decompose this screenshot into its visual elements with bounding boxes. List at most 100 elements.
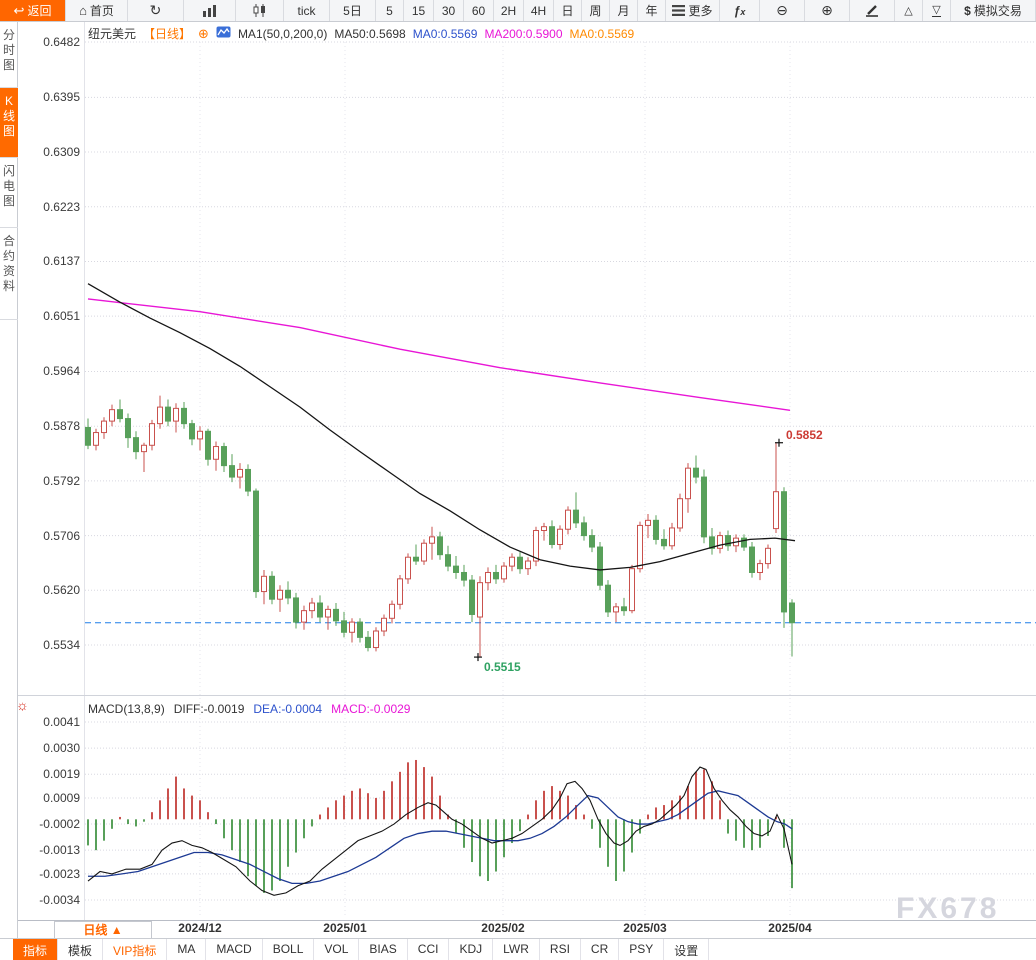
macd-macd-value: MACD:-0.0029 <box>331 702 411 716</box>
axis-separator <box>18 920 1036 921</box>
toolbar-button-label: 模拟交易 <box>973 4 1022 18</box>
chart-mode-sidebar: 分时图 K线图 闪电图 合约资料 <box>0 22 18 950</box>
toolbar-button-label: 更多 <box>688 4 713 18</box>
chart-legend: 纽元美元 【日线】 ⊕ MA1(50,0,200,0) MA50:0.5698 … <box>88 25 634 42</box>
home-icon: ⌂ <box>79 3 87 18</box>
macd-title: MACD(13,8,9) <box>88 702 165 716</box>
macd-axis-label: 0.0009 <box>43 790 80 805</box>
toolbar-button-back[interactable]: ↩ 返回 <box>0 0 66 21</box>
price-axis-label: 0.6309 <box>43 145 80 160</box>
ma50-value: MA50:0.5698 <box>334 26 406 41</box>
price-axis-label: 0.5792 <box>43 473 80 488</box>
price-axis-label: 0.6395 <box>43 90 80 105</box>
macd-axis-label: -0.0034 <box>39 893 80 907</box>
price-axis-label: 0.6051 <box>43 309 80 324</box>
pane-separator <box>18 695 1036 696</box>
toolbar-button-60-min[interactable]: 60 <box>464 0 494 21</box>
toolbar-button-candlestick-type[interactable] <box>236 0 284 21</box>
sidebar-item-time-chart[interactable]: 分时图 <box>0 22 18 88</box>
toolbar-button-30-min[interactable]: 30 <box>434 0 464 21</box>
watermark: FX678 <box>896 892 1000 925</box>
zoom-out-icon: ⊖ <box>776 2 788 18</box>
price-axis-label: 0.5964 <box>43 364 80 379</box>
sidebar-item-lightning-chart[interactable]: 闪电图 <box>0 158 18 228</box>
chart-badge-icon <box>216 26 231 41</box>
toolbar-button-5-day[interactable]: 5日 <box>330 0 376 21</box>
toolbar-button-indicator-fx[interactable]: ƒx <box>720 0 760 21</box>
price-axis-label: 0.6223 <box>43 199 80 214</box>
toolbar-button-label: 月 <box>617 4 630 18</box>
macd-settings-icon[interactable]: ☼ <box>16 697 29 713</box>
toolbar-button-tick[interactable]: tick <box>284 0 330 21</box>
timeframe-label: 【日线】 <box>143 27 192 41</box>
time-axis-label: 2024/12 <box>178 921 222 935</box>
toolbar-button-label: 4H <box>530 3 547 18</box>
toolbar-button-zoom-out[interactable]: ⊖ <box>760 0 805 21</box>
toolbar-button-label: 返回 <box>27 4 52 18</box>
toolbar-button-daily[interactable]: 日 <box>554 0 582 21</box>
toolbar-button-draw[interactable] <box>850 0 895 21</box>
toolbar-button-5-min[interactable]: 5 <box>376 0 404 21</box>
symbol-name: 纽元美元 <box>88 27 137 41</box>
toolbar-button-label: 15 <box>411 3 426 18</box>
triangle-up-icon: △ <box>904 5 913 17</box>
candlestick-icon <box>252 4 267 17</box>
toolbar-button-label: 2H <box>500 3 517 18</box>
toolbar-button-refresh[interactable]: ↻ <box>128 0 184 21</box>
toolbar-button-2-hour[interactable]: 2H <box>494 0 524 21</box>
macd-axis-label: -0.0013 <box>39 843 80 858</box>
time-axis-label: 2025/02 <box>481 921 525 935</box>
macd-axis-label: 0.0019 <box>43 767 80 782</box>
time-axis-label: 2025/03 <box>623 921 667 935</box>
time-axis-label: 2025/04 <box>768 921 812 935</box>
toolbar-button-weekly[interactable]: 周 <box>582 0 610 21</box>
toolbar-button-label: 5 <box>386 3 393 18</box>
back-arrow-icon: ↩ <box>13 2 25 18</box>
price-axis-label: 0.6137 <box>43 254 80 269</box>
toolbar-button-label: tick <box>297 3 316 18</box>
high-price-label: 0.5852 <box>786 428 823 442</box>
ma-settings-label: MA1(50,0,200,0) <box>237 26 328 41</box>
ma0-orange-value: MA0:0.5569 <box>569 26 635 41</box>
toolbar-button-label: 60 <box>471 3 486 18</box>
price-axis-line <box>84 22 85 920</box>
toolbar-button-label: 周 <box>589 4 602 18</box>
refresh-icon: ↻ <box>149 2 162 18</box>
price-axis-label: 0.5620 <box>43 583 80 598</box>
price-axis-label: 0.6482 <box>43 35 80 49</box>
macd-axis-label: -0.0002 <box>39 817 80 832</box>
toolbar-button-home[interactable]: ⌂ 首页 <box>66 0 128 21</box>
toolbar-button-15-min[interactable]: 15 <box>404 0 434 21</box>
toolbar-button-triangle-up[interactable]: △ <box>895 0 923 21</box>
macd-header: MACD(13,8,9) DIFF:-0.0019 DEA:-0.0004 MA… <box>88 702 410 716</box>
toolbar-button-sim-trade[interactable]: $ 模拟交易 <box>951 0 1036 21</box>
sidebar-item-kline-chart[interactable]: K线图 <box>0 88 18 158</box>
sidebar-item-contract-info[interactable]: 合约资料 <box>0 228 18 320</box>
macd-axis-label: -0.0023 <box>39 866 80 881</box>
period-selector[interactable]: 日线 ▲ <box>54 921 152 939</box>
toolbar-button-label: 日 <box>561 4 574 18</box>
menu-icon <box>672 5 686 16</box>
toolbar-button-zoom-in[interactable]: ⊕ <box>805 0 850 21</box>
toolbar-button-more[interactable]: 更多 <box>666 0 720 21</box>
macd-diff-value: DIFF:-0.0019 <box>173 702 245 716</box>
toolbar-button-yearly[interactable]: 年 <box>638 0 666 21</box>
line-chart-icon <box>201 4 218 17</box>
toolbar-button-label: 30 <box>441 3 456 18</box>
toolbar-button-4-hour[interactable]: 4H <box>524 0 554 21</box>
add-indicator-icon[interactable]: ⊕ <box>198 25 209 41</box>
pencil-icon <box>865 4 879 17</box>
toolbar-button-monthly[interactable]: 月 <box>610 0 638 21</box>
price-axis-label: 0.5534 <box>43 638 80 652</box>
ma200-value: MA200:0.5900 <box>484 26 563 41</box>
low-price-label: 0.5515 <box>484 660 521 674</box>
fx-icon: ƒx <box>733 3 746 18</box>
toolbar-button-line-chart-type[interactable] <box>184 0 236 21</box>
indicator-bar: 指标 模板 VIP指标 MA MACD BOLL VOL BIAS CCI KDJ LWR RSI CR… <box>0 938 1036 960</box>
toolbar-button-label: 5日 <box>343 4 362 18</box>
macd-axis-label: 0.0041 <box>43 715 80 729</box>
macd-axis-label: 0.0030 <box>43 741 80 756</box>
toolbar-button-triangle-down[interactable]: ▽ <box>923 0 951 21</box>
